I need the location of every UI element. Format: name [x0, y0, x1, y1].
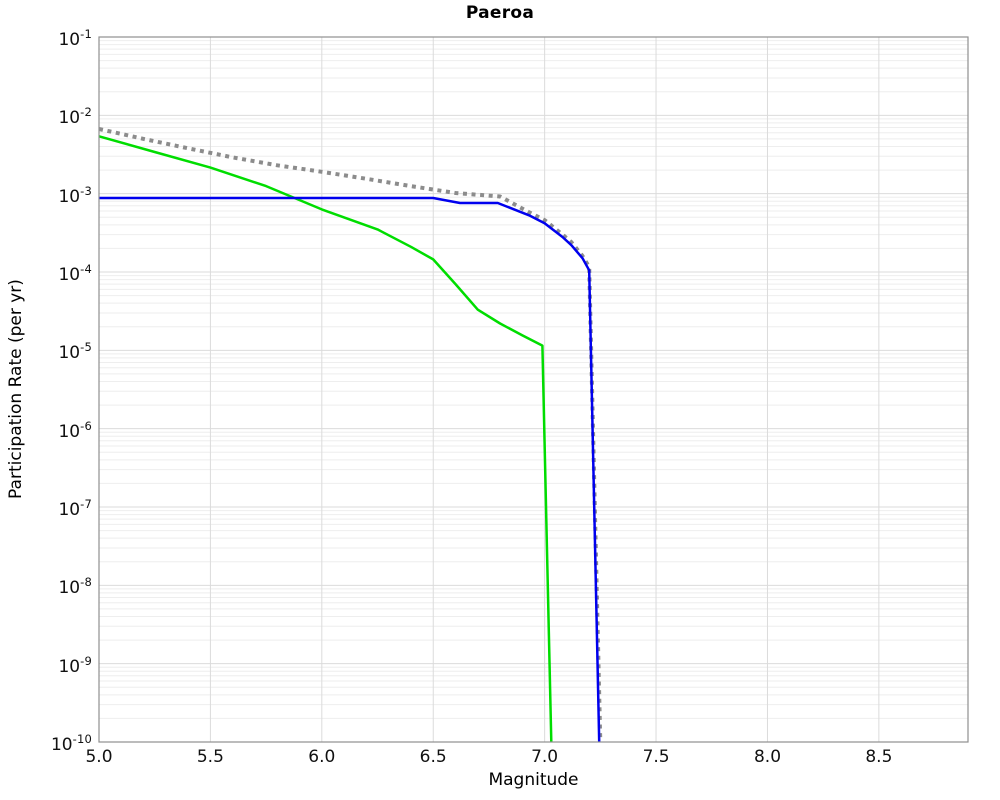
y-tick-base: 10	[58, 421, 81, 442]
x-tick-label-6.5: 6.5	[419, 747, 447, 767]
y-tick-base: 10	[58, 30, 81, 50]
y-axis-label: Participation Rate (per yr)	[6, 279, 26, 499]
x-tick-label-8.0: 8.0	[753, 747, 782, 767]
y-tick-label-1e-5: 10-5	[0, 337, 92, 363]
x-tick-label-5.5: 5.5	[196, 747, 224, 767]
series-blue-solid-line	[99, 196, 601, 743]
y-tick-label-1e-7: 10-7	[0, 494, 92, 520]
y-tick-base: 10	[58, 500, 81, 520]
y-tick-exponent: -6	[80, 418, 92, 433]
x-axis-label: Magnitude	[488, 770, 579, 790]
y-tick-exponent: -1	[80, 27, 92, 41]
y-tick-base: 10	[50, 735, 73, 755]
y-tick-base: 10	[58, 108, 81, 129]
y-tick-label-1e-8: 10-8	[0, 572, 92, 598]
y-tick-label-1e-10: 10-10	[0, 729, 92, 755]
plot-spines	[98, 36, 969, 743]
y-tick-base: 10	[58, 186, 81, 207]
series-green-solid-line	[98, 135, 553, 743]
plot-area	[99, 37, 968, 742]
x-tick-label-5.0: 5.0	[85, 747, 113, 767]
chart-title: Paeroa	[465, 3, 535, 23]
x-tick-label-7.5: 7.5	[642, 747, 670, 767]
y-tick-label-1e-6: 10-6	[0, 416, 92, 442]
y-tick-exponent: -5	[80, 340, 92, 355]
y-tick-exponent: -9	[80, 653, 92, 668]
y-tick-base: 10	[58, 265, 81, 285]
y-tick-base: 10	[58, 343, 81, 364]
x-tick-label-7.0: 7.0	[531, 747, 559, 767]
x-tick-label-6.0: 6.0	[308, 747, 336, 767]
y-tick-exponent: -10	[72, 732, 92, 746]
y-tick-exponent: -4	[80, 262, 92, 276]
y-tick-exponent: -7	[80, 497, 92, 511]
x-tick-label-8.5: 8.5	[865, 747, 893, 767]
y-tick-exponent: -3	[80, 183, 92, 198]
series-gray-dotted-line	[98, 127, 603, 743]
y-tick-label-1e-4: 10-4	[0, 259, 92, 285]
y-tick-exponent: -8	[80, 575, 92, 590]
y-tick-base: 10	[58, 578, 81, 599]
y-tick-label-1e-3: 10-3	[0, 181, 92, 207]
y-tick-exponent: -2	[80, 105, 92, 120]
y-tick-label-1e-2: 10-2	[0, 102, 92, 128]
y-tick-label-1e-1: 10-1	[0, 24, 92, 50]
y-tick-base: 10	[58, 656, 81, 677]
y-tick-label-1e-9: 10-9	[0, 651, 92, 677]
